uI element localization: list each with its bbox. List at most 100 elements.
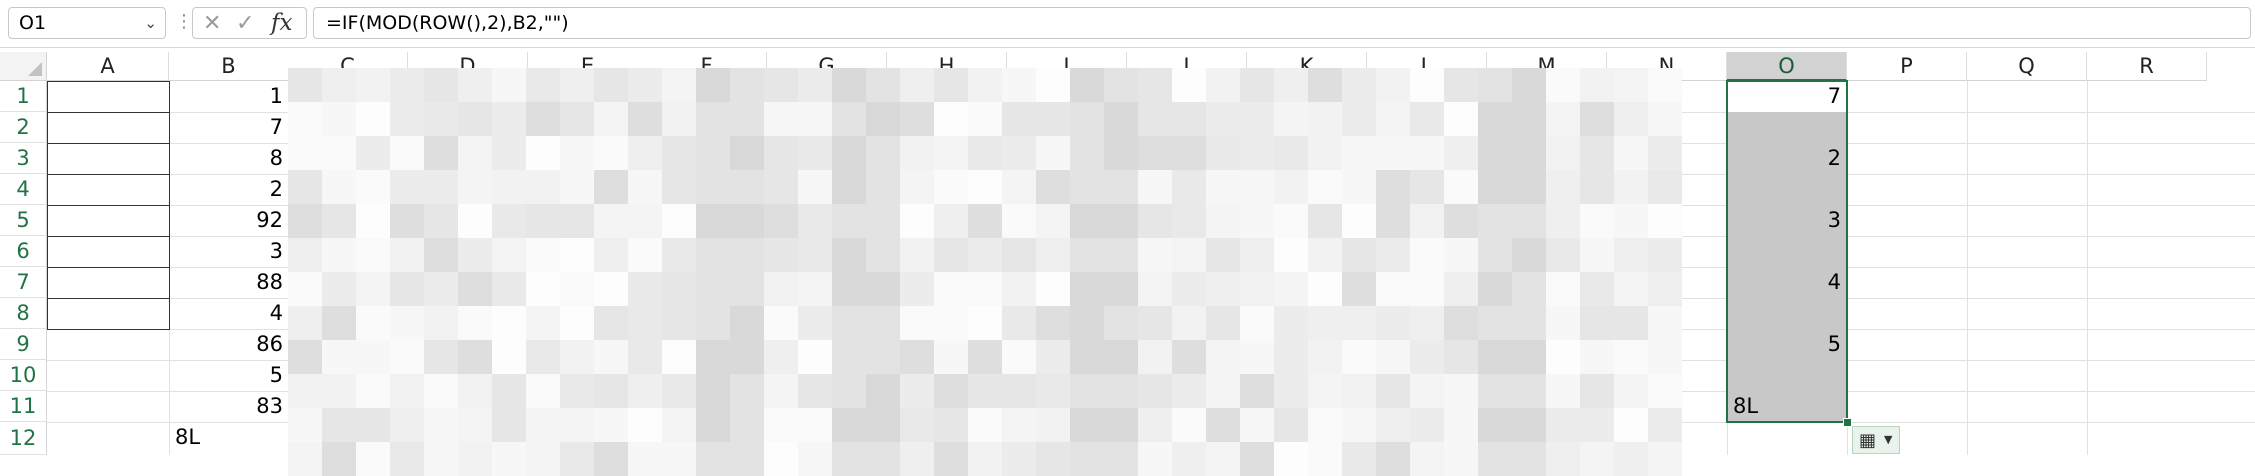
cell-b3[interactable]: 8	[269, 146, 283, 170]
mosaic-tile	[1546, 306, 1580, 340]
cell-b11[interactable]: 83	[256, 394, 283, 418]
cell-o5[interactable]: 3	[1827, 208, 1841, 232]
cell-a5[interactable]	[47, 205, 170, 237]
mosaic-tile	[934, 136, 968, 170]
cell-a2[interactable]	[47, 112, 170, 144]
mosaic-tile	[1580, 408, 1614, 442]
active-cell[interactable]	[1727, 81, 1847, 112]
mosaic-tile	[696, 102, 730, 136]
cell-a7[interactable]	[47, 267, 170, 299]
mosaic-tile	[424, 170, 458, 204]
row-header-12[interactable]: 12	[0, 422, 47, 455]
row-header-7[interactable]: 7	[0, 267, 47, 298]
row-header-3[interactable]: 3	[0, 143, 47, 174]
column-header-b[interactable]: B	[169, 52, 289, 81]
close-icon[interactable]: ✕	[203, 11, 222, 36]
cell-o1[interactable]: 7	[1827, 84, 1841, 108]
mosaic-tile	[934, 442, 968, 476]
mosaic-tile	[492, 170, 526, 204]
mosaic-tile	[458, 408, 492, 442]
mosaic-tile	[1172, 170, 1206, 204]
mosaic-tile	[526, 408, 560, 442]
mosaic-tile	[1478, 374, 1512, 408]
cell-a6[interactable]	[47, 236, 170, 268]
column-header-a[interactable]: A	[47, 52, 169, 81]
cell-o9[interactable]: 5	[1827, 332, 1841, 356]
row-header-1[interactable]: 1	[0, 81, 47, 112]
mosaic-tile	[696, 136, 730, 170]
quick-analysis-button[interactable]: ▦ ▼	[1852, 426, 1900, 454]
row-header-8[interactable]: 8	[0, 298, 47, 329]
cell-a1[interactable]	[47, 81, 170, 113]
cell-b12[interactable]: 8L	[175, 425, 201, 449]
cell-b2[interactable]: 7	[269, 115, 283, 139]
mosaic-tile	[1172, 340, 1206, 374]
name-box[interactable]: O1 ⌄	[8, 7, 166, 39]
mosaic-tile	[1648, 340, 1682, 374]
mosaic-tile	[1104, 272, 1138, 306]
mosaic-tile	[1512, 442, 1546, 476]
mosaic-tile	[1308, 102, 1342, 136]
mosaic-tile	[900, 442, 934, 476]
mosaic-tile	[1308, 68, 1342, 102]
mosaic-tile	[1580, 170, 1614, 204]
mosaic-tile	[764, 68, 798, 102]
cell-o7[interactable]: 4	[1827, 270, 1841, 294]
fill-handle[interactable]	[1843, 418, 1852, 427]
cell-b6[interactable]: 3	[269, 239, 283, 263]
mosaic-tile	[1410, 102, 1444, 136]
cell-a3[interactable]	[47, 143, 170, 175]
cell-b8[interactable]: 4	[269, 301, 283, 325]
row-header-9[interactable]: 9	[0, 329, 47, 360]
row-header-11[interactable]: 11	[0, 391, 47, 422]
mosaic-tile	[866, 136, 900, 170]
mosaic-tile	[1614, 306, 1648, 340]
mosaic-tile	[1580, 204, 1614, 238]
row-header-6[interactable]: 6	[0, 236, 47, 267]
cell-b9[interactable]: 86	[256, 332, 283, 356]
mosaic-tile	[1240, 238, 1274, 272]
cell-a8[interactable]	[47, 298, 170, 330]
cell-b5[interactable]: 92	[256, 208, 283, 232]
mosaic-tile	[832, 238, 866, 272]
mosaic-tile	[1648, 68, 1682, 102]
cell-b10[interactable]: 5	[269, 363, 283, 387]
chevron-down-icon[interactable]: ⌄	[144, 14, 157, 32]
mosaic-tile	[1648, 272, 1682, 306]
mosaic-tile	[560, 170, 594, 204]
cell-o11[interactable]: 8L	[1733, 394, 1759, 418]
gridline	[2087, 81, 2088, 455]
mosaic-tile	[594, 170, 628, 204]
row-header-5[interactable]: 5	[0, 205, 47, 236]
cell-b7[interactable]: 88	[256, 270, 283, 294]
mosaic-tile	[696, 340, 730, 374]
mosaic-tile	[1376, 442, 1410, 476]
cell-b1[interactable]: 1	[269, 84, 283, 108]
row-header-4[interactable]: 4	[0, 174, 47, 205]
cell-a4[interactable]	[47, 174, 170, 206]
mosaic-tile	[424, 204, 458, 238]
mosaic-tile	[1002, 68, 1036, 102]
cell-b4[interactable]: 2	[269, 177, 283, 201]
select-all-button[interactable]	[0, 52, 47, 81]
selection-border	[1726, 80, 1848, 423]
formula-input[interactable]: =IF(MOD(ROW(),2),B2,"")	[313, 7, 2251, 39]
check-icon[interactable]: ✓	[236, 11, 255, 36]
mosaic-tile	[322, 102, 356, 136]
column-header-o[interactable]: O	[1727, 52, 1847, 81]
row-header-2[interactable]: 2	[0, 112, 47, 143]
mosaic-tile	[1478, 204, 1512, 238]
fx-icon[interactable]: fx	[271, 10, 293, 36]
column-header-p[interactable]: P	[1847, 52, 1967, 81]
column-header-r[interactable]: R	[2087, 52, 2207, 81]
mosaic-tile	[1308, 442, 1342, 476]
cell-o3[interactable]: 2	[1827, 146, 1841, 170]
formula-bar-grip-icon[interactable]: ⋮	[175, 11, 193, 32]
row-header-10[interactable]: 10	[0, 360, 47, 391]
mosaic-tile	[1376, 136, 1410, 170]
column-header-q[interactable]: Q	[1967, 52, 2087, 81]
mosaic-tile	[1342, 442, 1376, 476]
mosaic-tile	[764, 204, 798, 238]
mosaic-tile	[1274, 374, 1308, 408]
mosaic-tile	[968, 306, 1002, 340]
